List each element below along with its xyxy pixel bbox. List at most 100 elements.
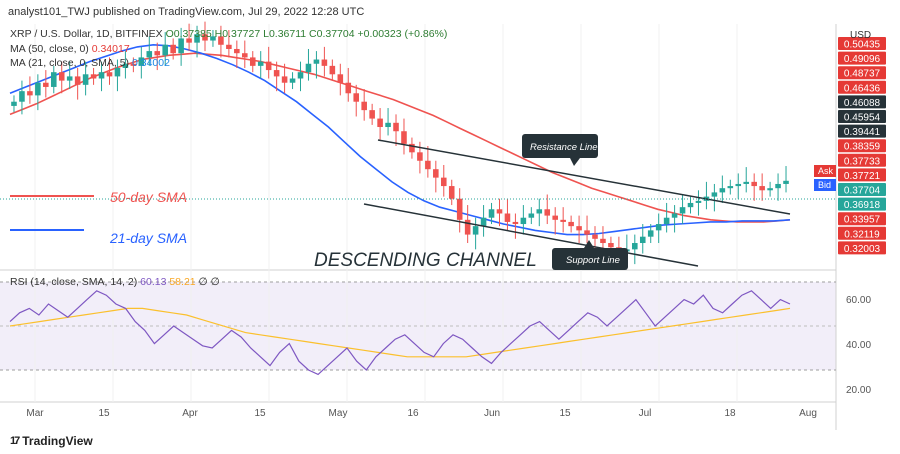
ohlc-values: O0.37385 H0.37727 L0.36711 C0.37704 +0.0…	[165, 28, 448, 40]
candle	[377, 108, 383, 140]
time-tick: 18	[724, 408, 736, 419]
support-line	[363, 203, 699, 267]
time-tick: Aug	[799, 408, 817, 419]
candle	[448, 179, 455, 206]
time-tick: Apr	[182, 408, 198, 419]
rsi-line	[9, 290, 791, 376]
candle	[552, 207, 558, 235]
ma21-value: 0.34002	[131, 57, 170, 69]
price-tag: 0.32003	[838, 241, 886, 255]
time-tick: Mar	[26, 408, 44, 419]
candle	[43, 70, 49, 98]
candle	[464, 205, 471, 244]
candle	[568, 215, 574, 233]
svg-text:0.37721: 0.37721	[844, 171, 881, 182]
svg-text:0.32003: 0.32003	[844, 244, 881, 255]
candle	[82, 61, 89, 96]
resistance-callout-text: Resistance Line	[530, 142, 598, 153]
candle	[74, 67, 81, 100]
ma21-legend: MA (21, close, 0, SMA, 5) 0.34002	[10, 57, 170, 69]
candles	[11, 21, 789, 265]
price-tag: 0.49096	[838, 51, 886, 65]
price-tag: 0.50435	[838, 37, 886, 51]
candle	[440, 164, 447, 197]
price-tag: 0.37721	[838, 168, 886, 182]
bid-label: Bid	[818, 180, 831, 190]
candle	[576, 215, 582, 244]
resistance-line	[377, 139, 791, 215]
candle	[536, 198, 543, 227]
rsi-label: RSI (14, close, SMA, 14, 2)	[10, 276, 138, 288]
symbol-legend: XRP / U.S. Dollar, 1D, BITFINEX O0.37385…	[10, 28, 447, 40]
candle	[560, 207, 566, 233]
candle	[106, 57, 113, 85]
candle	[711, 183, 718, 212]
ma21-label: MA (21, close, 0, SMA, 5)	[10, 57, 130, 69]
candle	[743, 167, 750, 193]
time-tick: Jun	[484, 408, 500, 419]
candle	[305, 48, 312, 81]
candle	[242, 40, 248, 68]
candle	[512, 213, 519, 239]
candle	[401, 118, 407, 155]
currency-label: USD	[850, 30, 872, 41]
candle	[504, 198, 511, 231]
candle	[249, 51, 256, 73]
rsi-axis-tags: 60.00 40.00 20.00	[846, 295, 871, 396]
logo-text: TradingView	[22, 434, 93, 448]
candle	[759, 173, 765, 201]
time-tick: 15	[559, 408, 571, 419]
candle	[154, 42, 161, 71]
candle	[775, 173, 781, 201]
support-callout: Support Line	[552, 240, 628, 270]
candle	[19, 80, 25, 115]
candle	[655, 213, 662, 244]
candle	[671, 205, 678, 233]
candle	[329, 59, 336, 81]
price-tag: 0.46436	[838, 80, 886, 94]
candle	[456, 188, 463, 233]
candle	[162, 32, 168, 66]
candle	[257, 51, 264, 79]
candle	[289, 72, 296, 90]
candle	[337, 63, 344, 96]
price-tag: 0.32119	[838, 226, 886, 240]
candle	[361, 89, 367, 121]
candle	[170, 38, 176, 60]
rsi-value: 60.13	[140, 276, 167, 288]
tradingview-logo[interactable]: 17 TradingView	[10, 434, 93, 448]
candle	[409, 137, 415, 159]
candle	[528, 207, 535, 225]
rsi-tick: 60.00	[846, 295, 871, 306]
candle	[98, 61, 105, 92]
candle	[433, 160, 439, 193]
svg-text:0.33957: 0.33957	[844, 215, 881, 226]
candle	[393, 114, 399, 146]
ma50-legend: MA (50, close, 0) 0.34017	[10, 43, 130, 55]
price-tag: 0.33957	[838, 212, 886, 226]
candle	[369, 103, 375, 125]
candle	[35, 74, 41, 111]
candle	[234, 40, 240, 68]
price-axis-tags: 0.50435 0.49096 0.48737 0.46436 0.46088 0.459…	[814, 37, 886, 255]
rsi-sma-line	[9, 307, 791, 358]
svg-text:0.37704: 0.37704	[844, 186, 881, 197]
candle	[27, 76, 33, 104]
candle	[719, 175, 726, 203]
svg-text:0.32119: 0.32119	[844, 229, 880, 240]
price-tag: 0.36918	[838, 197, 886, 211]
candle	[584, 215, 590, 244]
gridlines	[34, 24, 738, 402]
svg-text:0.38359: 0.38359	[844, 142, 881, 153]
candle	[783, 166, 789, 193]
candle	[488, 202, 495, 225]
candle	[178, 27, 184, 66]
candle	[639, 224, 646, 254]
resistance-callout: Resistance Line	[522, 134, 598, 166]
time-tick: May	[329, 408, 348, 419]
candle	[66, 61, 73, 90]
sma21-annotation: 21-day SMA	[109, 230, 187, 246]
rsi-tick: 40.00	[846, 340, 871, 351]
candle	[345, 67, 352, 102]
